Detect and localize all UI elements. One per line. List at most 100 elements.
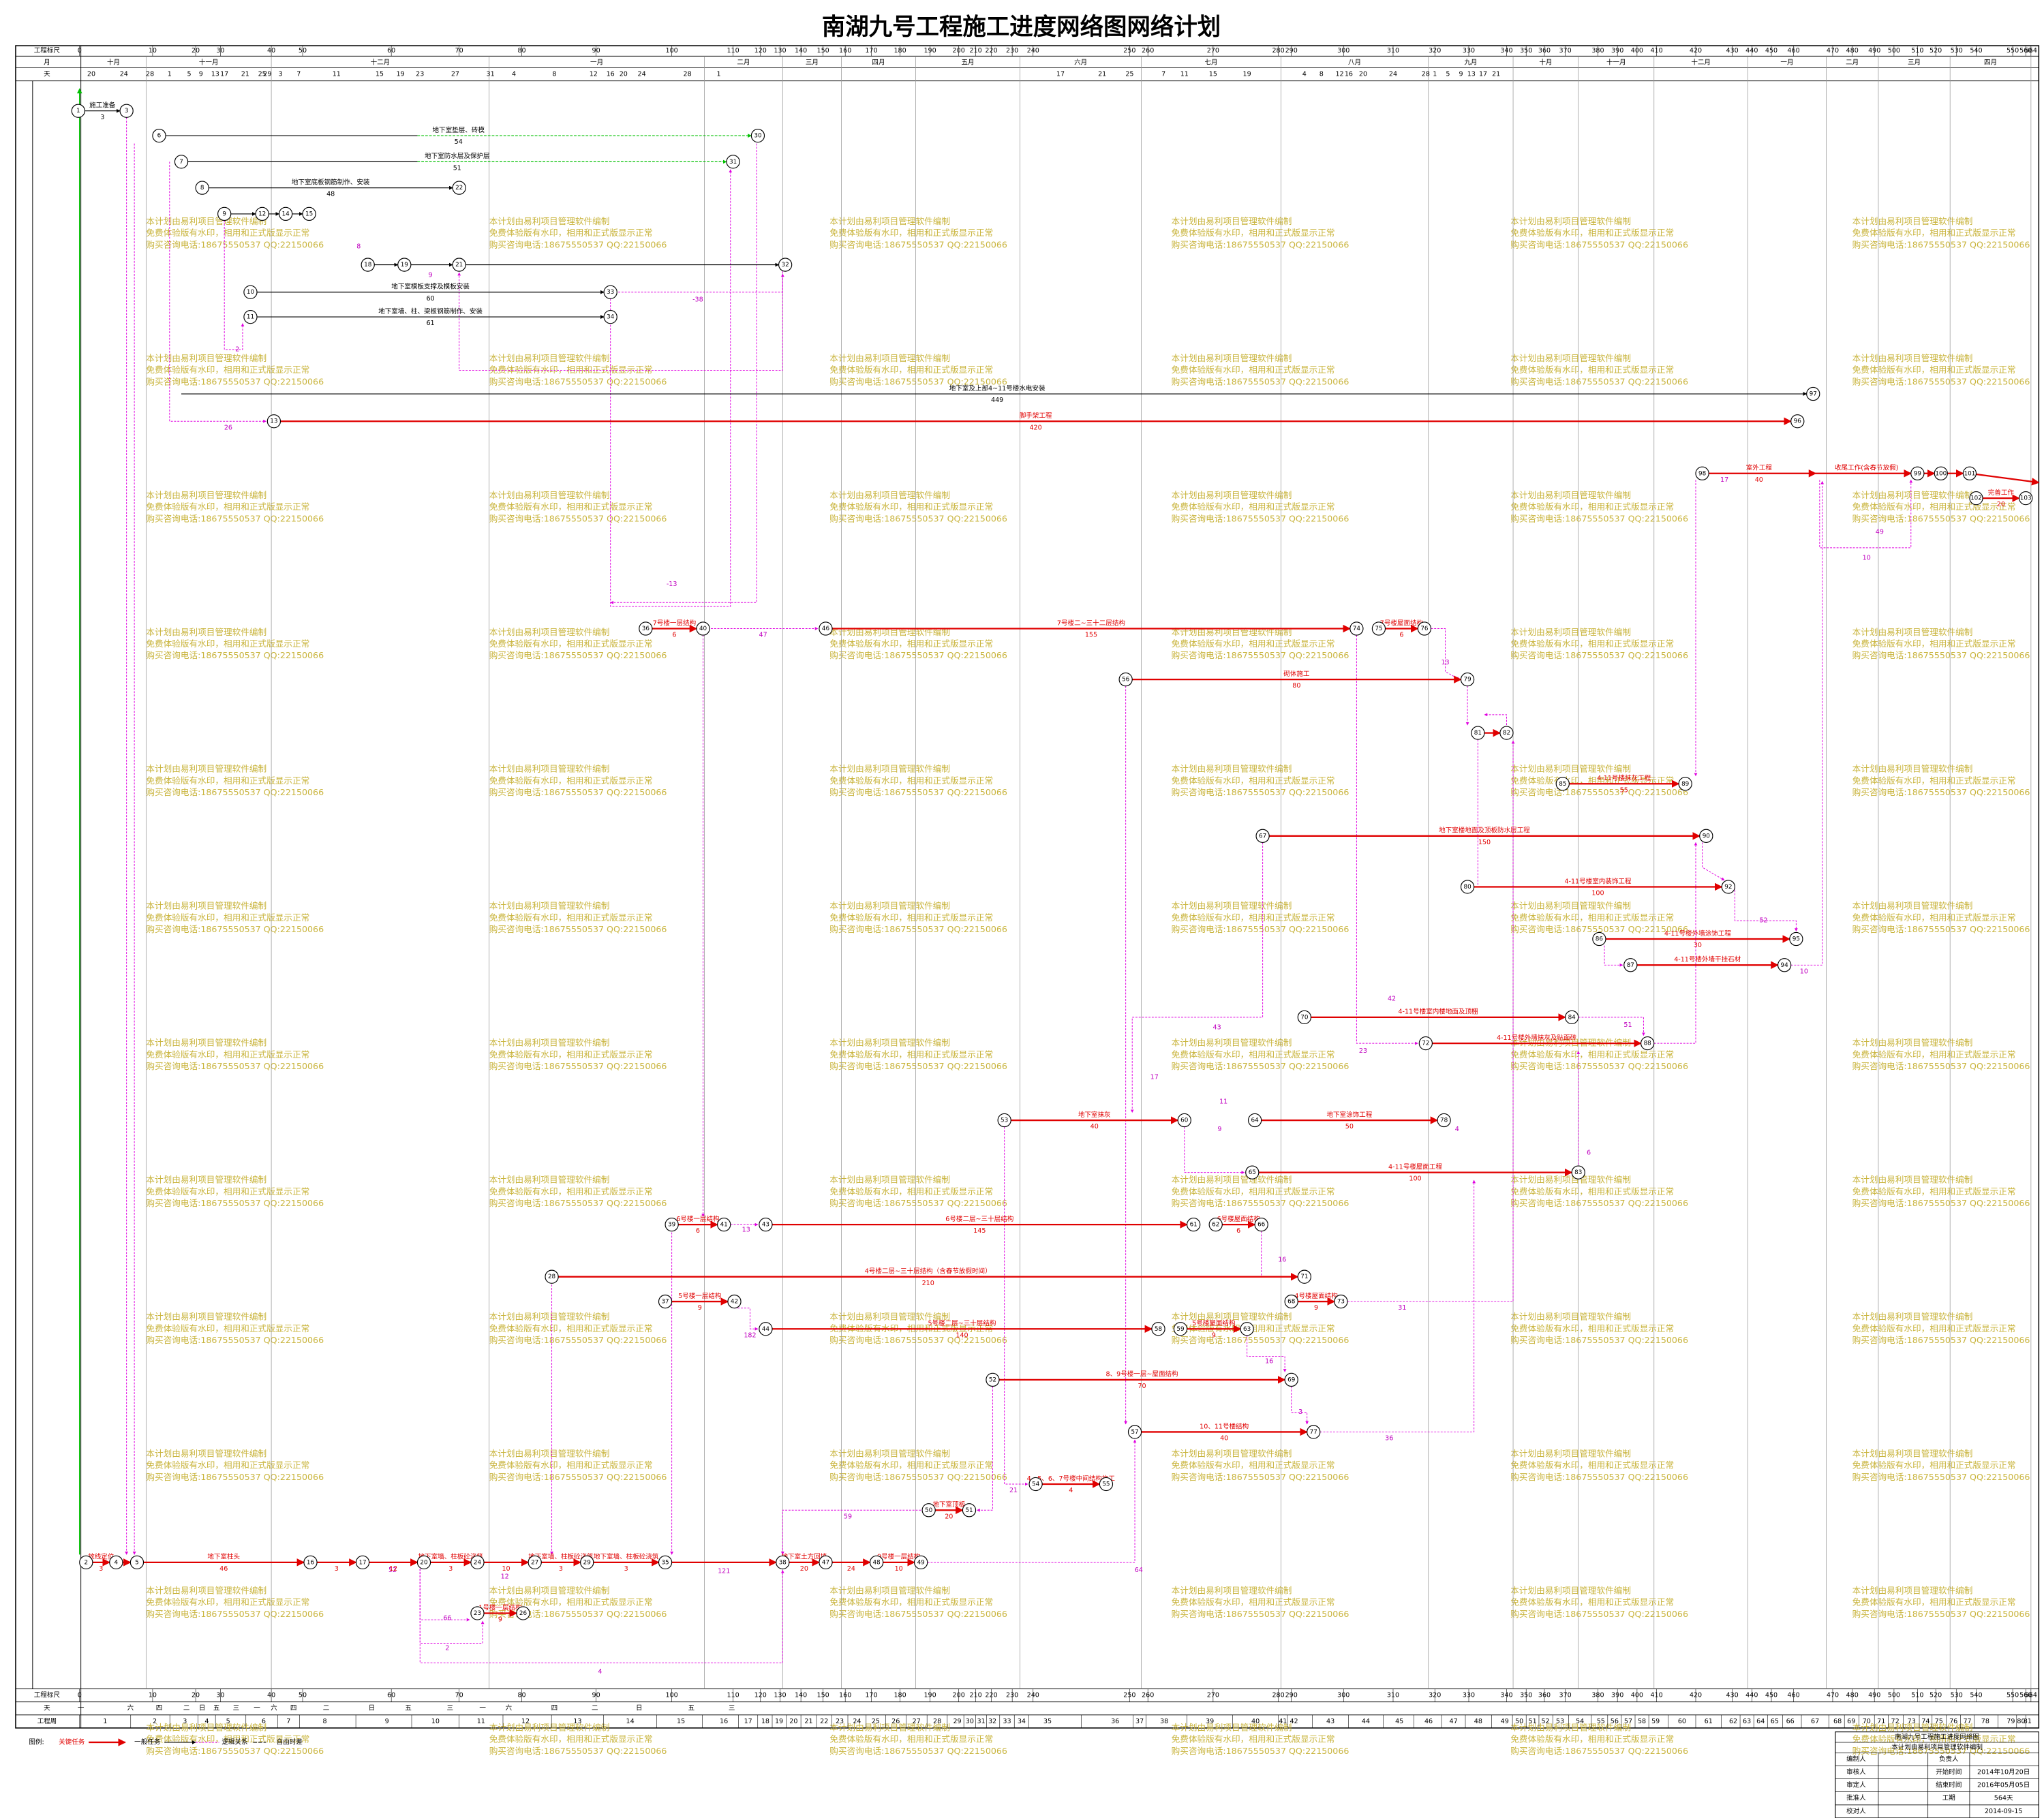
- task-name: 7号楼二~三十二层结构: [1057, 619, 1125, 627]
- node: [717, 1218, 731, 1232]
- lag-label: 21: [1009, 1487, 1018, 1494]
- week-label: 7: [286, 1718, 290, 1725]
- day-label: 28: [684, 71, 692, 78]
- week-label: 43: [1326, 1718, 1334, 1725]
- watermark: 本计划由易利项目管理软件编制: [1172, 901, 1292, 911]
- weekday-label: 六: [506, 1704, 513, 1712]
- weekday-label: 六: [271, 1704, 277, 1712]
- node: [174, 155, 189, 169]
- node-label: 10: [247, 289, 255, 296]
- node-label: 13: [270, 418, 277, 425]
- month-label: 一月: [590, 59, 603, 66]
- node: [819, 621, 833, 636]
- node: [1371, 621, 1386, 636]
- watermark: 购买咨询电话:18675550537 QQ:22150066: [146, 650, 324, 660]
- frame: [15, 45, 2040, 1729]
- task-name: 4号楼二层~三十层结构（含春节放假时间）: [865, 1267, 992, 1276]
- month-label: 九月: [1464, 58, 1477, 66]
- node-label: 34: [607, 314, 615, 321]
- watermark: 免费体验版有水印，相用和正式版显示正常: [146, 365, 309, 375]
- row-label: 工程周: [37, 1718, 57, 1725]
- watermark: 免费体验版有水印，相用和正式版显示正常: [829, 638, 993, 649]
- lag-label: 10: [1863, 555, 1871, 562]
- watermark: 购买咨询电话:18675550537 QQ:22150066: [1172, 1198, 1349, 1208]
- lag-label: 23: [1359, 1047, 1367, 1055]
- week-label: 44: [1362, 1718, 1370, 1725]
- week-label: 31: [977, 1718, 986, 1725]
- watermark: 本计划由易利项目管理软件编制: [489, 1448, 610, 1458]
- footer-text: 本计划由易利项目管理软件编制: [1891, 1743, 1983, 1751]
- node-label: 96: [1794, 418, 1802, 425]
- task-name: 10、11号楼结构: [1200, 1422, 1249, 1430]
- watermark: 本计划由易利项目管理软件编制: [489, 764, 610, 774]
- node-label: 102: [1970, 495, 1982, 502]
- footer-cell: 2014-09-15: [1985, 1808, 2022, 1815]
- node: [2019, 491, 2033, 506]
- footer-cell: 审定人: [1846, 1781, 1866, 1789]
- watermark: 购买咨询电话:18675550537 QQ:22150066: [1852, 1198, 2030, 1208]
- task-name: 地下室墙、柱板砼浇筑: [528, 1553, 594, 1561]
- watermark: 本计划由易利项目管理软件编制: [1510, 1722, 1631, 1732]
- watermark: 购买咨询电话:18675550537 QQ:22150066: [146, 239, 324, 249]
- week-label: 17: [744, 1718, 752, 1725]
- watermark: 免费体验版有水印，相用和正式版显示正常: [1172, 912, 1335, 923]
- logic-link: [1261, 1231, 1297, 1279]
- watermark: 免费体验版有水印，相用和正式版显示正常: [1172, 1734, 1335, 1744]
- task-duration: 3: [448, 1565, 453, 1573]
- node: [243, 309, 258, 324]
- task-name: 5号楼一层结构: [678, 1292, 721, 1300]
- day-label: 9: [199, 71, 203, 78]
- node: [217, 206, 232, 221]
- month-label: 二月: [737, 59, 750, 66]
- task-name: 地下室墙、柱、梁板钢筋制作、安装: [378, 307, 483, 315]
- watermark: 购买咨询电话:18675550537 QQ:22150066: [1510, 1198, 1688, 1208]
- node: [470, 1555, 485, 1569]
- watermark: 本计划由易利项目管理软件编制: [1172, 1722, 1292, 1732]
- node: [545, 1269, 559, 1284]
- lag-label: 64: [1135, 1567, 1143, 1574]
- watermark: 本计划由易利项目管理软件编制: [1172, 353, 1292, 363]
- lag-label: 8: [356, 243, 361, 250]
- node-label: 1: [76, 108, 80, 114]
- week-label: 56: [1611, 1718, 1619, 1725]
- node: [470, 1606, 485, 1620]
- week-label: 8: [323, 1718, 327, 1725]
- logic-link: [1320, 1180, 1476, 1432]
- task-duration: 40: [1755, 476, 1763, 484]
- watermark: 本计划由易利项目管理软件编制: [146, 1175, 266, 1185]
- task-name: 4、5、6、7号楼中间结构施工: [1027, 1475, 1116, 1483]
- watermark: 购买咨询电话:18675550537 QQ:22150066: [489, 513, 667, 523]
- node: [1592, 931, 1606, 946]
- task-name: 砌体施工: [1283, 670, 1310, 678]
- watermark: 本计划由易利项目管理软件编制: [1510, 764, 1631, 774]
- node: [452, 181, 466, 195]
- legend-label: 逻辑关系: [222, 1738, 247, 1746]
- week-label: 11: [477, 1718, 485, 1725]
- lag-label: 66: [443, 1615, 451, 1622]
- node-label: 12: [258, 211, 266, 217]
- week-label: 45: [1395, 1718, 1403, 1725]
- day-label: 20: [1359, 71, 1367, 78]
- node-label: 42: [731, 1299, 738, 1306]
- node-label: 31: [729, 159, 737, 166]
- watermark: 本计划由易利项目管理软件编制: [829, 1585, 950, 1595]
- node: [962, 1503, 977, 1517]
- watermark: 本计划由易利项目管理软件编制: [1510, 901, 1631, 911]
- day-label: 9: [1459, 71, 1463, 78]
- day-label: 13: [211, 71, 219, 78]
- watermark: 本计划由易利项目管理软件编制: [829, 353, 950, 363]
- footer-cell: 工期: [1942, 1795, 1955, 1802]
- watermark: 本计划由易利项目管理软件编制: [146, 1722, 266, 1732]
- watermark: 免费体验版有水印，相用和正式版显示正常: [1510, 365, 1674, 375]
- watermark: 本计划由易利项目管理软件编制: [489, 1175, 610, 1185]
- week-label: 65: [1771, 1718, 1779, 1725]
- node: [1555, 777, 1570, 791]
- day-label: 3: [278, 71, 282, 78]
- node-label: 64: [1251, 1118, 1260, 1124]
- task-duration: 155: [1085, 632, 1097, 639]
- lag-label: 26: [224, 424, 232, 431]
- watermark: 免费体验版有水印，相用和正式版显示正常: [489, 228, 653, 238]
- watermark: 购买咨询电话:18675550537 QQ:22150066: [146, 1609, 324, 1619]
- node: [914, 1555, 928, 1569]
- node-label: 5: [135, 1559, 139, 1566]
